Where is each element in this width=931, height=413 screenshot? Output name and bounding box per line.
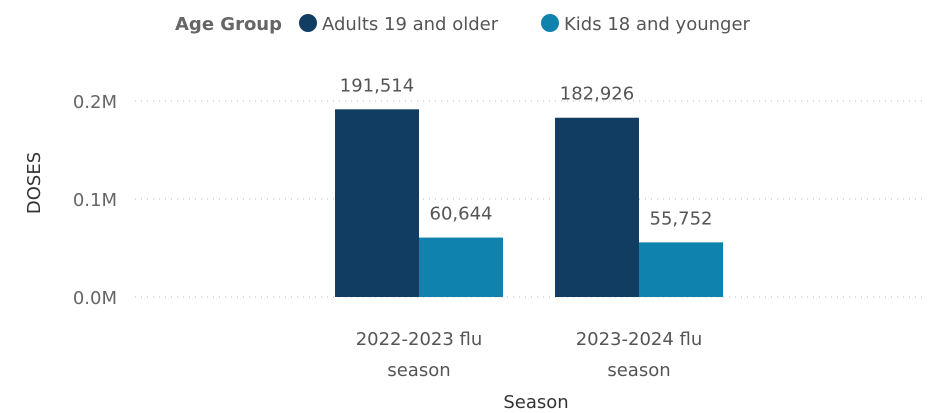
data-label: 60,644 [430,204,493,225]
bars [335,109,723,298]
data-label: 191,514 [340,75,414,96]
data-labels: 191,514 60,644 182,926 55,752 [340,75,713,229]
x-category-label: 2023-2024 flu [576,329,703,350]
x-category-label: season [607,360,670,381]
legend-marker-adults[interactable] [299,14,317,32]
x-axis-title: Season [503,392,568,413]
y-tick-label: 0.1M [73,190,117,211]
gridlines [135,100,925,298]
x-category-label: 2022-2023 flu [356,329,483,350]
bar-kids-1[interactable] [639,242,723,297]
legend-marker-kids[interactable] [541,14,559,32]
x-category-label: season [387,360,450,381]
bar-kids-0[interactable] [419,237,503,297]
y-axis-ticks: 0.0M 0.1M 0.2M [73,92,117,309]
data-label: 182,926 [560,84,634,105]
legend-title: Age Group [175,14,282,35]
bar-adults-1[interactable] [555,117,639,298]
y-axis-title: DOSES [24,152,45,214]
bar-adults-0[interactable] [335,109,419,297]
legend: Age Group Adults 19 and older Kids 18 an… [175,14,751,35]
legend-label-adults[interactable]: Adults 19 and older [322,14,499,35]
y-tick-label: 0.0M [73,288,117,309]
legend-label-kids[interactable]: Kids 18 and younger [564,14,751,35]
y-tick-label: 0.2M [73,92,117,113]
data-label: 55,752 [650,208,713,229]
x-axis-categories: 2022-2023 flu season 2023-2024 flu season [356,329,703,381]
